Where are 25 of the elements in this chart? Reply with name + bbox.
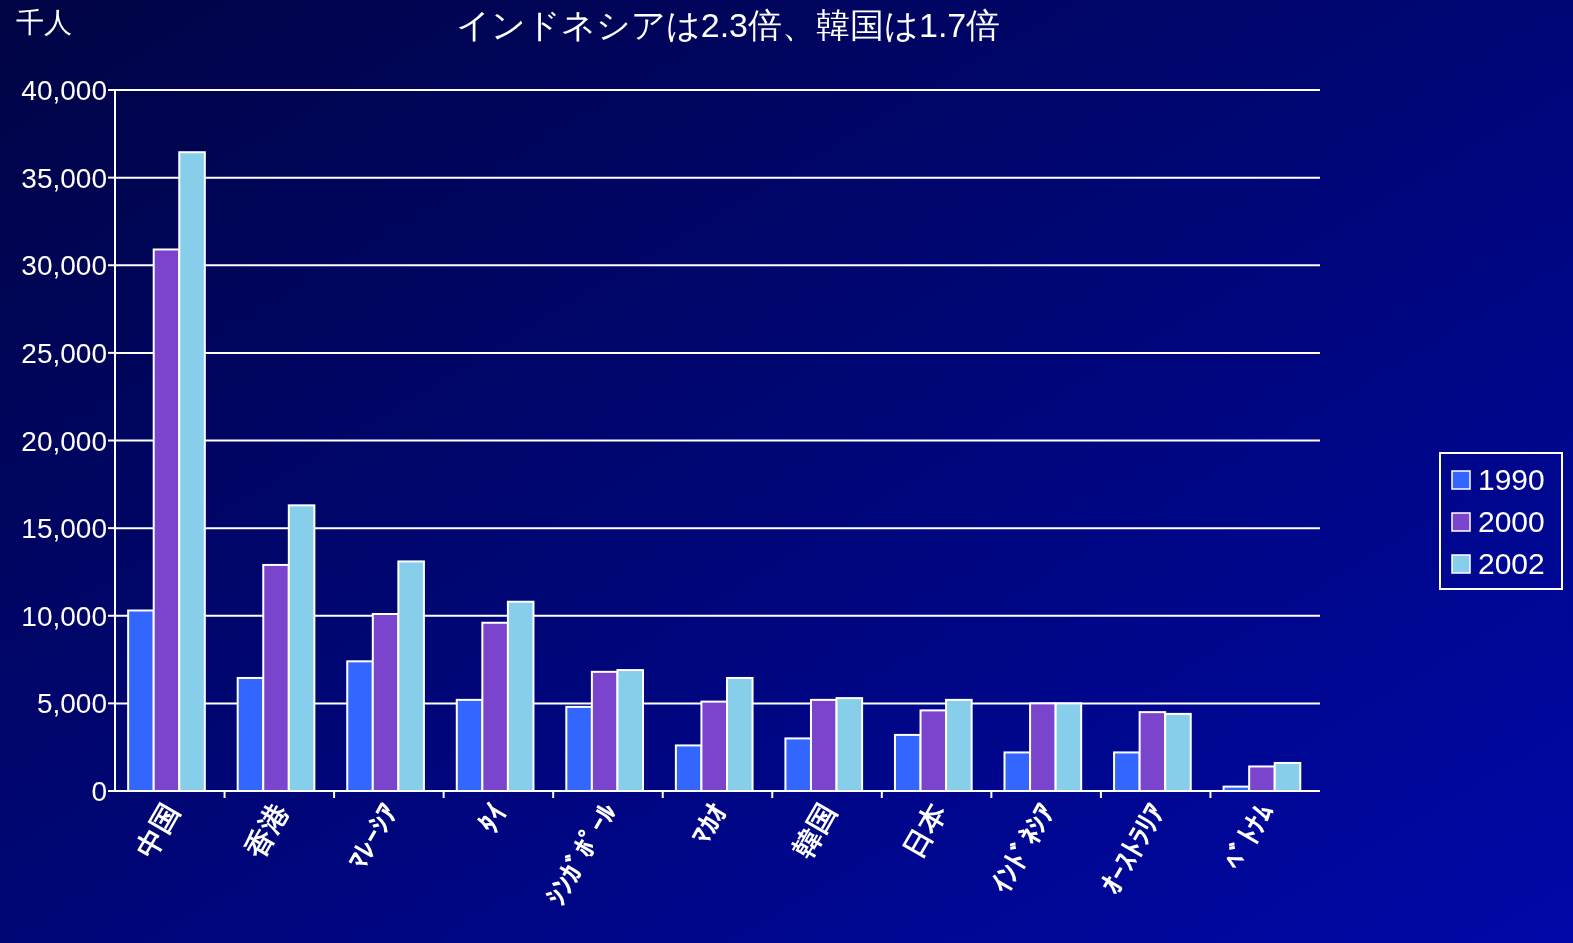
x-tick-label: ﾍﾞﾄﾅﾑ bbox=[1218, 798, 1281, 875]
y-tick-label: 25,000 bbox=[21, 337, 107, 369]
x-tick-label: ｼﾝｶﾞﾎﾟｰﾙ bbox=[540, 798, 624, 911]
x-tick-label: ｲﾝﾄﾞﾈｼｱ bbox=[985, 798, 1062, 899]
y-tick-label: 40,000 bbox=[21, 75, 107, 106]
y-axis-title: 千人 bbox=[16, 7, 72, 38]
legend-label: 1990 bbox=[1478, 463, 1545, 496]
y-tick-label: 20,000 bbox=[21, 425, 107, 457]
x-tick-label: 中国 bbox=[130, 798, 185, 863]
x-tick-label: 日本 bbox=[896, 797, 953, 863]
x-tick-label: 韓国 bbox=[787, 798, 843, 863]
x-tick-label: 香港 bbox=[239, 797, 296, 864]
y-tick-label: 35,000 bbox=[21, 162, 107, 194]
legend-label: 2002 bbox=[1478, 547, 1545, 580]
y-tick-label: 10,000 bbox=[21, 600, 107, 632]
y-tick-label: 0 bbox=[91, 776, 107, 807]
chart-title: インドネシアは2.3倍、韓国は1.7倍 bbox=[455, 5, 1001, 44]
x-tick-label: ﾏﾚｰｼｱ bbox=[342, 798, 405, 875]
y-tick-label: 5,000 bbox=[36, 688, 107, 720]
legend-label: 2000 bbox=[1478, 505, 1545, 538]
x-tick-label: ﾏｶｵ bbox=[684, 798, 733, 851]
y-tick-label: 15,000 bbox=[21, 513, 107, 545]
x-tick-label: ｵｰｽﾄﾗﾘｱ bbox=[1095, 798, 1171, 899]
y-tick-label: 30,000 bbox=[21, 250, 107, 282]
x-tick-label: ﾀｲ bbox=[472, 798, 514, 839]
